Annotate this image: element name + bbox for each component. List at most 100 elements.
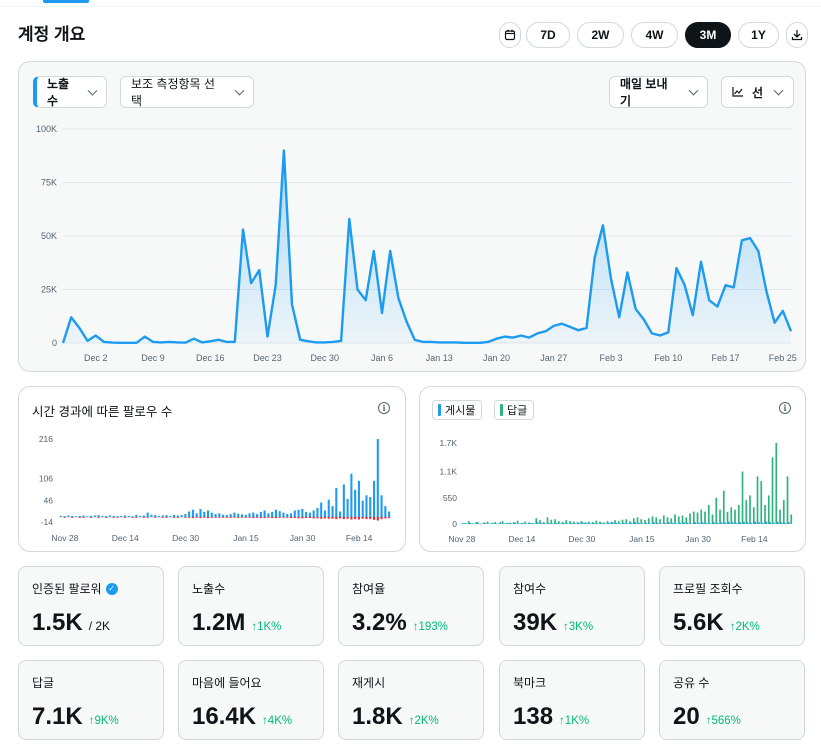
followers-gain-bar [323, 510, 327, 517]
posts-bar [510, 523, 513, 525]
info-icon[interactable]: i [779, 402, 791, 414]
followers-gain-bar [191, 509, 194, 517]
posts-bar [690, 523, 693, 525]
stat-card-engagements[interactable]: 참여수 39K ↑3K% [499, 566, 645, 646]
replies-bar [670, 518, 673, 524]
replies-bar [550, 519, 553, 524]
followers-gain-bar [342, 484, 345, 517]
posts-bar [686, 522, 689, 524]
calendar-button[interactable] [499, 22, 521, 48]
followers-gain-bar [116, 516, 119, 518]
followers-chart-panel: 시간 경과에 따른 팔로우 수 i -14 46 106 216 Nov 28 Dec 1… [18, 386, 406, 552]
stat-card-reposts[interactable]: 재게시 1.8K ↑2K% [338, 660, 484, 740]
followers-loss-bar [161, 516, 164, 518]
posts-bar [548, 522, 550, 524]
stat-card-bookmarks[interactable]: 북마크 138 ↑1K% [499, 660, 645, 740]
chart-type-dropdown[interactable]: 선 [721, 76, 794, 108]
followers-loss-bar [376, 516, 379, 521]
followers-loss-bar [282, 516, 285, 518]
replies-bar [516, 520, 519, 524]
stat-card-shares[interactable]: 공유 수 20 ↑566% [659, 660, 805, 740]
replies-bar [539, 520, 541, 524]
posts-bar [724, 522, 727, 524]
range-1y-button[interactable]: 1Y [738, 22, 779, 48]
x-tick-label: Dec 23 [253, 353, 282, 363]
posts-bar [533, 523, 535, 525]
followers-loss-bar [206, 516, 210, 519]
replies-bar [557, 521, 560, 524]
stat-delta: ↑566% [705, 715, 741, 727]
posts-bar [506, 522, 509, 524]
secondary-metric-dropdown[interactable]: 보조 측정항목 선택 [120, 76, 254, 108]
stat-value: 1.5K / 2K [32, 609, 110, 637]
followers-gain-bar [97, 515, 100, 517]
posts-bar [668, 522, 670, 524]
legend-posts[interactable]: 게시물 [432, 400, 483, 420]
stat-card-profile-visits[interactable]: 프로필 조회수 5.6K ↑2K% [659, 566, 805, 646]
posts-bar [525, 523, 528, 525]
followers-loss-bar [191, 516, 194, 519]
metric-dropdown[interactable]: 노출수 [33, 76, 107, 108]
posts-bar [581, 522, 584, 524]
stat-card-engagement-rate[interactable]: 참여율 3.2% ↑193% [338, 566, 484, 646]
stat-sub: / 2K [88, 619, 111, 633]
stat-label: 참여율 [352, 582, 386, 596]
range-3m-button[interactable]: 3M [685, 22, 731, 48]
info-icon[interactable]: i [378, 402, 390, 414]
replies-bar [546, 517, 549, 524]
replies-bar [681, 515, 684, 524]
replies-bar [471, 523, 474, 525]
followers-gain-bar [297, 509, 300, 517]
followers-loss-bar [384, 516, 387, 519]
replies-bar [580, 521, 583, 524]
followers-gain-bar [286, 514, 289, 517]
followers-loss-bar [259, 516, 262, 519]
followers-gain-bar [90, 515, 93, 517]
range-2w-button[interactable]: 2W [577, 22, 624, 48]
followers-gain-bar [278, 511, 281, 517]
x-tick-label: Feb 10 [654, 353, 682, 363]
x-tick-label: Dec 30 [310, 353, 339, 363]
stat-card-likes[interactable]: 마음에 들어요 16.4K ↑4K% [178, 660, 324, 740]
followers-loss-bar [176, 516, 179, 518]
posts-bar [645, 522, 648, 524]
replies-bar [595, 520, 598, 524]
followers-loss-bar [267, 516, 270, 518]
stat-card-replies[interactable]: 답글 7.1K ↑9K% [18, 660, 164, 740]
replies-bar [591, 522, 594, 524]
followers-loss-bar [203, 516, 206, 518]
followers-gain-bar [339, 511, 342, 517]
stat-card-verified-followers[interactable]: 인증된 팔로워 ✓ 1.5K / 2K [18, 566, 164, 646]
stat-value: 5.6K ↑2K% [673, 609, 760, 637]
followers-gain-bar [267, 513, 270, 517]
posts-bar [780, 522, 783, 524]
export-dropdown[interactable]: 매일 보내기 [609, 76, 708, 108]
followers-loss-bar [252, 516, 255, 519]
posts-bar [634, 522, 637, 524]
replies-bar [651, 516, 654, 524]
range-4w-button[interactable]: 4W [631, 22, 678, 48]
download-button[interactable] [786, 22, 808, 48]
replies-bar [685, 517, 688, 524]
posts-bar [728, 521, 730, 524]
followers-gain-bar [289, 513, 293, 517]
legend-replies[interactable]: 답글 [494, 400, 535, 420]
posts-bar [765, 521, 768, 524]
x-tick-label: Feb 3 [600, 353, 623, 363]
followers-gain-bar [154, 515, 157, 517]
x-tick-label: Nov 28 [51, 533, 78, 543]
range-7d-button[interactable]: 7D [526, 22, 570, 48]
posts-bar [720, 522, 723, 524]
followers-gain-bar [335, 488, 338, 517]
followers-loss-bar [184, 516, 187, 518]
stat-delta: ↑1K% [251, 621, 282, 633]
followers-gain-bar [237, 513, 240, 517]
followers-loss-bar [278, 516, 281, 518]
stat-card-impressions[interactable]: 노출수 1.2M ↑1K% [178, 566, 324, 646]
replies-bar [576, 522, 579, 524]
followers-loss-bar [142, 516, 145, 518]
posts-bar [499, 522, 502, 524]
posts-bar [589, 523, 592, 525]
followers-gain-bar [263, 510, 266, 517]
followers-loss-bar [210, 516, 213, 518]
